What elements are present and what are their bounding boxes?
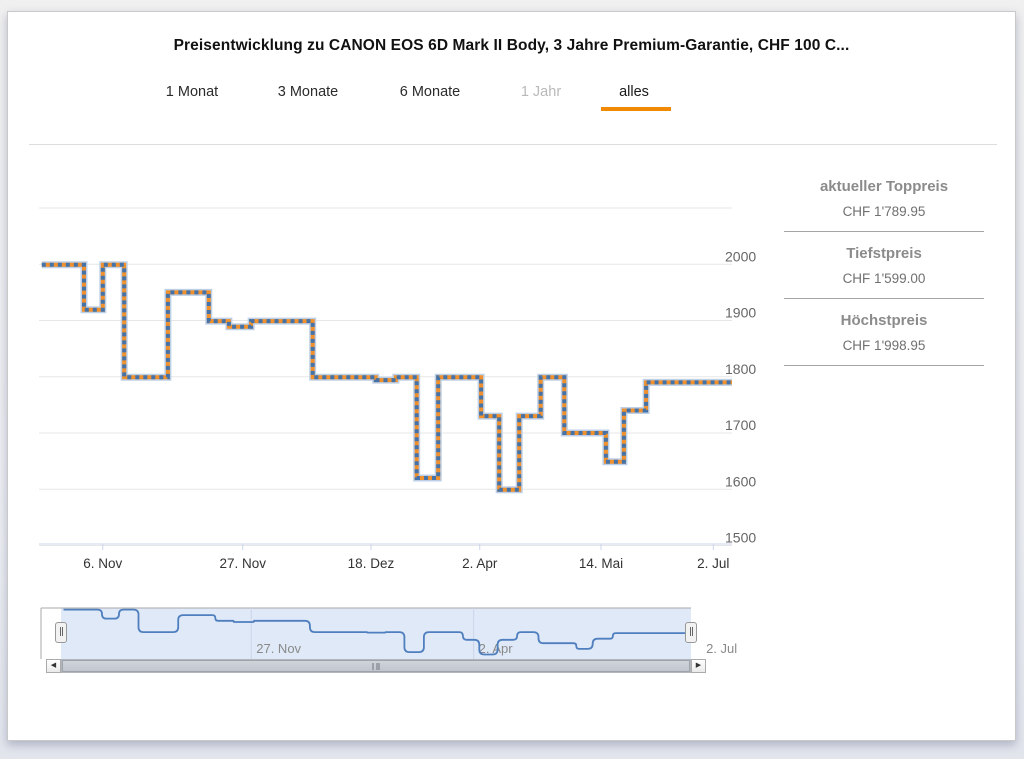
x-axis-label-27. Nov: 27. Nov — [219, 556, 266, 571]
handle-grip-icon — [59, 627, 63, 636]
price-line-blue-dash[interactable] — [41, 262, 732, 492]
scrollbar-left-button[interactable]: ◀ — [46, 659, 61, 673]
tab-6-monate[interactable]: 6 Monate — [399, 84, 461, 100]
y-axis-label-1900: 1900 — [725, 305, 756, 321]
plot-area[interactable] — [39, 168, 732, 546]
stat-value: CHF 1'789.95 — [842, 204, 926, 219]
x-axis-label-6. Nov: 6. Nov — [83, 556, 122, 571]
price-history-card: Preisentwicklung zu CANON EOS 6D Mark II… — [7, 11, 1016, 741]
stat-label: Höchstpreis — [840, 312, 928, 329]
scrollbar-thumb[interactable] — [62, 660, 690, 672]
chart-title: Preisentwicklung zu CANON EOS 6D Mark II… — [173, 37, 850, 54]
navigator-left-handle[interactable] — [55, 622, 67, 643]
tab-1-monat[interactable]: 1 Monat — [165, 84, 219, 100]
navigator-right-handle[interactable] — [685, 622, 697, 643]
header-divider — [29, 144, 997, 145]
arrow-left-icon: ◀ — [50, 662, 57, 669]
stat-value: CHF 1'599.00 — [842, 271, 926, 286]
stat-label: aktueller Toppreis — [819, 178, 949, 195]
stat-current-top-price: aktueller Toppreis CHF 1'789.95 — [784, 178, 984, 232]
arrow-right-icon: ▶ — [695, 662, 702, 669]
tab-3-monate[interactable]: 3 Monate — [277, 84, 339, 100]
range-tabs: 1 Monat 3 Monate 6 Monate 1 Jahr alles — [8, 84, 1015, 114]
tab-1-jahr[interactable]: 1 Jahr — [520, 84, 562, 100]
navigator-label-2. Jul: 2. Jul — [706, 641, 737, 656]
x-axis-label-2. Jul: 2. Jul — [697, 556, 729, 571]
scrollbar-grip-icon — [372, 663, 380, 670]
x-axis-label-2. Apr: 2. Apr — [462, 556, 498, 571]
y-axis-label-1500: 1500 — [725, 530, 756, 546]
x-axis-label-14. Mai: 14. Mai — [579, 556, 623, 571]
y-axis-label-1600: 1600 — [725, 473, 756, 489]
stat-value: CHF 1'998.95 — [842, 338, 926, 353]
y-axis-label-2000: 2000 — [725, 248, 756, 264]
y-axis-label-1700: 1700 — [725, 417, 756, 433]
y-axis-label-1800: 1800 — [725, 361, 756, 377]
navigator-label-2. Apr: 2. Apr — [479, 641, 514, 656]
stat-highest-price: Höchstpreis CHF 1'998.95 — [784, 312, 984, 366]
navigator-label-27. Nov: 27. Nov — [256, 641, 301, 656]
active-tab-underline — [601, 107, 671, 111]
x-axis-label-18. Dez: 18. Dez — [348, 556, 395, 571]
handle-grip-icon — [689, 627, 693, 636]
scrollbar-right-button[interactable]: ▶ — [691, 659, 706, 673]
tab-alles[interactable]: alles — [619, 84, 649, 100]
price-stats-panel: aktueller Toppreis CHF 1'789.95 Tiefstpr… — [784, 178, 984, 379]
scrollbar-track[interactable] — [61, 659, 691, 673]
stat-lowest-price: Tiefstpreis CHF 1'599.00 — [784, 245, 984, 299]
stat-label: Tiefstpreis — [846, 245, 922, 262]
main-chart-svg: 2000 1900 1800 1700 1600 1500 6. Nov 27. Nov 18.… — [39, 168, 756, 659]
navigator-series-line — [63, 608, 691, 656]
